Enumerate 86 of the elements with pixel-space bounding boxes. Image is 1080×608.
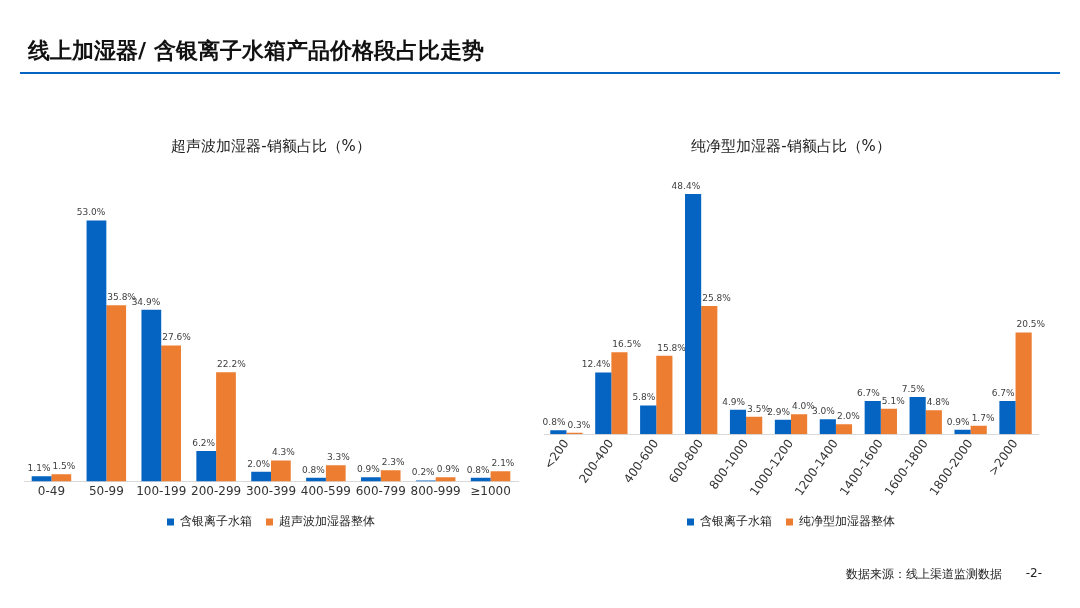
x-tick-label: ≥1000 — [470, 483, 511, 498]
bar — [86, 220, 107, 482]
data-label: 4.9% — [722, 396, 746, 407]
bar — [954, 429, 971, 435]
data-label: 22.2% — [217, 359, 247, 370]
bar — [685, 193, 702, 435]
bar — [746, 416, 763, 435]
data-label: 6.7% — [856, 387, 881, 398]
data-label: 0.9% — [356, 464, 381, 475]
bar — [774, 419, 791, 435]
bar — [161, 345, 181, 482]
x-tick-label: 0-49 — [37, 483, 66, 498]
bar — [216, 372, 236, 482]
data-label: 20.5% — [1016, 319, 1046, 330]
data-label: 2.1% — [491, 458, 515, 469]
bar — [999, 400, 1016, 435]
legend-label: 纯净型加湿器整体 — [799, 514, 895, 529]
text: 线上加湿器/ 含银离子水箱产品价格段占比走势 — [28, 37, 484, 65]
data-label: 7.5% — [901, 383, 926, 394]
bar — [701, 306, 718, 435]
data-label: 6.2% — [192, 437, 216, 448]
bar — [490, 471, 511, 482]
data-label: 1.7% — [971, 412, 995, 423]
bar — [361, 477, 381, 482]
x-tick-label: 400-599 — [300, 483, 351, 498]
data-label: 0.3% — [567, 419, 591, 430]
data-label: 2.3% — [381, 457, 406, 468]
chart-title: 超声波加湿器-销额占比（%） — [171, 136, 371, 155]
data-label: 2.0% — [247, 458, 271, 469]
data-label: 3.3% — [326, 452, 351, 463]
data-label: 1.5% — [52, 461, 76, 472]
data-label: 5.8% — [632, 392, 656, 403]
legend-label: 含银离子水箱 — [180, 514, 252, 529]
x-tick-label: 800-999 — [410, 483, 461, 498]
bar — [595, 372, 612, 435]
data-label: 5.1% — [881, 395, 906, 406]
bar — [819, 419, 836, 435]
bar — [835, 424, 853, 435]
data-label: 48.4% — [671, 180, 701, 191]
bar — [196, 451, 217, 482]
bar — [251, 471, 271, 482]
bar — [864, 400, 881, 435]
bar — [325, 465, 346, 482]
bar — [106, 305, 127, 482]
text: -2- — [1025, 566, 1042, 582]
x-tick-label: 200-299 — [191, 483, 242, 498]
bar — [380, 470, 401, 482]
data-label: 2.0% — [836, 411, 861, 422]
data-label: 53.0% — [76, 207, 106, 218]
data-label: 4.3% — [272, 447, 296, 458]
data-label: 0.9% — [436, 464, 460, 475]
data-label: 0.8% — [466, 464, 490, 475]
bar — [1015, 332, 1032, 435]
data-label: 3.0% — [812, 406, 836, 417]
source-note: 数据来源：线上渠道监测数据 — [845, 566, 1002, 583]
bar — [271, 460, 291, 482]
chart-title: 纯净型加湿器-销额占比（%） — [691, 136, 891, 155]
x-tick-label: 600-799 — [355, 483, 406, 498]
bar — [640, 405, 657, 435]
data-label: 25.8% — [702, 292, 732, 303]
bar — [656, 355, 673, 435]
x-tick-label: 300-399 — [245, 483, 297, 498]
bar — [141, 309, 162, 482]
data-label: 0.8% — [542, 417, 566, 428]
data-label: 12.4% — [581, 359, 611, 370]
bar — [611, 352, 628, 435]
x-tick-label: 50-99 — [88, 483, 124, 498]
data-label: 0.9% — [946, 416, 971, 427]
data-label: 1.1% — [27, 463, 51, 474]
data-label: 16.5% — [612, 339, 642, 350]
data-label: 0.8% — [302, 464, 326, 475]
bar — [729, 409, 747, 435]
data-label: 6.7% — [991, 387, 1015, 398]
legend-label: 含银离子水箱 — [700, 514, 772, 529]
bar — [880, 408, 897, 435]
bar — [970, 425, 987, 435]
legend-label: 超声波加湿器整体 — [279, 514, 375, 529]
bar — [909, 396, 926, 435]
x-tick-label: 100-199 — [136, 483, 187, 498]
bar — [925, 410, 942, 435]
bar — [791, 414, 808, 435]
data-label: 27.6% — [162, 332, 192, 343]
data-label: 0.2% — [411, 467, 436, 478]
data-label: 4.8% — [926, 397, 951, 408]
bar — [550, 430, 567, 435]
bar — [51, 474, 72, 482]
